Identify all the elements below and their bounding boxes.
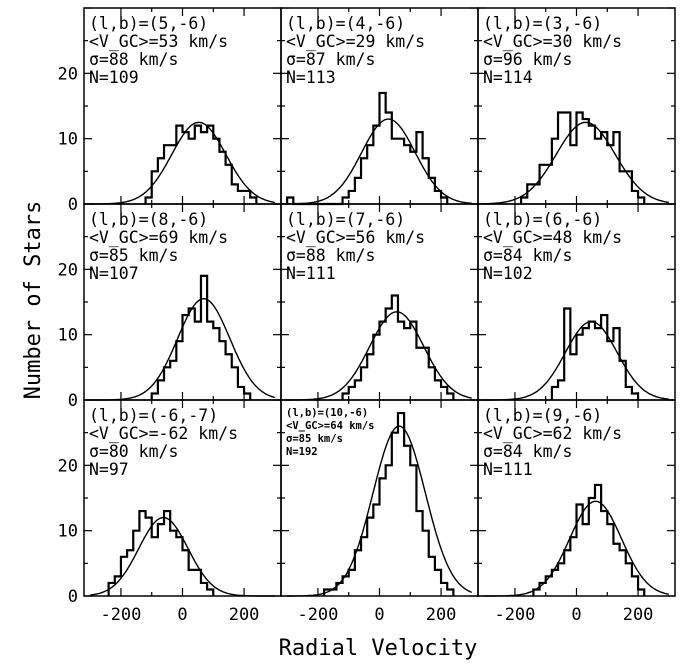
panel-annotation-line: σ=85 km/s	[286, 433, 343, 445]
x-tick-label: 200	[426, 605, 457, 625]
panel-annotation-line: N=107	[89, 264, 139, 283]
y-tick-label: 10	[58, 326, 78, 346]
gaussian-fit-curve	[484, 320, 669, 401]
gaussian-fit-curve	[90, 516, 275, 597]
histogram-steps	[144, 124, 258, 204]
histogram-steps	[532, 483, 646, 596]
panel-annotation-line: σ=87 km/s	[286, 50, 375, 69]
histogram-steps	[286, 91, 449, 206]
histogram-steps	[150, 274, 252, 400]
y-tick-label: 20	[58, 64, 78, 84]
histogram-steps	[107, 509, 215, 596]
histogram-panel-(9,-6): (l,b)=(9,-6)<V_GC>=62 km/sσ=84 km/sN=111	[477, 399, 676, 597]
y-tick-label: 10	[58, 130, 78, 150]
histogram-steps	[550, 307, 640, 400]
histogram-panel-(6,-6): (l,b)=(6,-6)<V_GC>=48 km/sσ=84 km/sN=102	[477, 203, 676, 401]
panel-annotation-line: σ=85 km/s	[89, 246, 178, 265]
y-tick-label: 0	[68, 391, 78, 411]
histogram-panel-(8,-6): (l,b)=(8,-6)<V_GC>=69 km/sσ=85 km/sN=107	[83, 203, 282, 401]
gaussian-fit-curve	[287, 118, 472, 205]
panel-annotation-line: N=113	[286, 68, 336, 87]
panel-annotation-line: (l,b)=(6,-6)	[483, 210, 602, 229]
gaussian-fit-curve	[90, 297, 276, 401]
panel-annotation-line: σ=96 km/s	[483, 50, 572, 69]
panel-annotation-line: (l,b)=(-6,-7)	[89, 406, 218, 425]
panel-annotation-line: <V_GC>=29 km/s	[286, 32, 425, 51]
histogram-panel-(4,-6): (l,b)=(4,-6)<V_GC>=29 km/sσ=87 km/sN=113	[280, 7, 479, 206]
panel-annotation-line: <V_GC>=53 km/s	[89, 32, 228, 51]
histogram-panel-(10,-6): (l,b)=(10,-6)<V_GC>=64 km/sσ=85 km/sN=19…	[280, 399, 479, 597]
histogram-panel-(3,-6): (l,b)=(3,-6)<V_GC>=30 km/sσ=96 km/sN=114	[477, 7, 676, 205]
panel-annotation-line: <V_GC>=62 km/s	[483, 424, 622, 443]
panel-annotation-line: σ=88 km/s	[89, 50, 178, 69]
y-tick-label: 0	[68, 195, 78, 215]
panel-annotation-line: (l,b)=(7,-6)	[286, 210, 405, 229]
panel-annotation-line: (l,b)=(8,-6)	[89, 210, 208, 229]
x-tick-label: 200	[623, 605, 654, 625]
y-tick-label: 0	[68, 587, 78, 607]
gaussian-fit-curve	[484, 500, 669, 597]
panel-annotation-line: <V_GC>=69 km/s	[89, 228, 228, 247]
panel-annotation-line: (l,b)=(3,-6)	[483, 14, 602, 33]
panel-annotation-line: (l,b)=(4,-6)	[286, 14, 405, 33]
gaussian-fit-curve	[287, 311, 472, 401]
panel-annotation-line: N=192	[286, 446, 318, 458]
x-tick-label: 0	[177, 605, 187, 625]
panel-annotation-line: σ=80 km/s	[89, 442, 178, 461]
histogram-steps	[341, 294, 455, 400]
panel-annotation-line: σ=88 km/s	[286, 246, 375, 265]
panel-annotation-line: σ=84 km/s	[483, 442, 572, 461]
y-tick-label: 20	[58, 456, 78, 476]
x-tick-label: -200	[494, 605, 535, 625]
x-axis-label: Radial Velocity	[279, 636, 478, 661]
gaussian-fit-curve	[484, 121, 669, 205]
y-tick-label: 20	[58, 260, 78, 280]
histogram-panel-(7,-6): (l,b)=(7,-6)<V_GC>=56 km/sσ=88 km/sN=111	[280, 203, 479, 401]
y-tick-label: 10	[58, 522, 78, 542]
panel-annotation-line: N=109	[89, 68, 139, 87]
panel-annotation-line: N=114	[483, 68, 533, 87]
panel-annotation-line: N=97	[89, 460, 129, 479]
y-axis-label: Number of Stars	[21, 201, 46, 400]
x-tick-label: -200	[297, 605, 338, 625]
panel-annotation-line: <V_GC>=48 km/s	[483, 228, 622, 247]
panel-annotation-line: (l,b)=(9,-6)	[483, 406, 602, 425]
panel-annotation-line: (l,b)=(5,-6)	[89, 14, 208, 33]
panel-annotation-line: σ=84 km/s	[483, 246, 572, 265]
histogram-panel-(-6,-7): (l,b)=(-6,-7)<V_GC>=-62 km/sσ=80 km/sN=9…	[83, 399, 282, 597]
panel-annotation-line: <V_GC>=30 km/s	[483, 32, 622, 51]
histogram-panel-(5,-6): (l,b)=(5,-6)<V_GC>=53 km/sσ=88 km/sN=109	[83, 7, 282, 205]
x-tick-label: 200	[229, 605, 260, 625]
gaussian-fit-curve	[287, 425, 473, 597]
histogram-steps	[519, 111, 646, 204]
x-tick-label: 0	[571, 605, 581, 625]
panel-annotation-line: <V_GC>=56 km/s	[286, 228, 425, 247]
x-tick-label: -200	[100, 605, 141, 625]
gaussian-fit-curve	[90, 121, 275, 205]
x-tick-label: 0	[374, 605, 384, 625]
panel-annotation-line: N=102	[483, 264, 533, 283]
panel-annotation-line: <V_GC>=64 km/s	[286, 420, 375, 432]
panel-annotation-line: N=111	[286, 264, 336, 283]
histogram-steps	[322, 411, 455, 596]
panel-annotation-line: N=111	[483, 460, 533, 479]
panel-annotation-line: (l,b)=(10,-6)	[286, 407, 368, 419]
panel-annotation-line: <V_GC>=-62 km/s	[89, 424, 238, 443]
